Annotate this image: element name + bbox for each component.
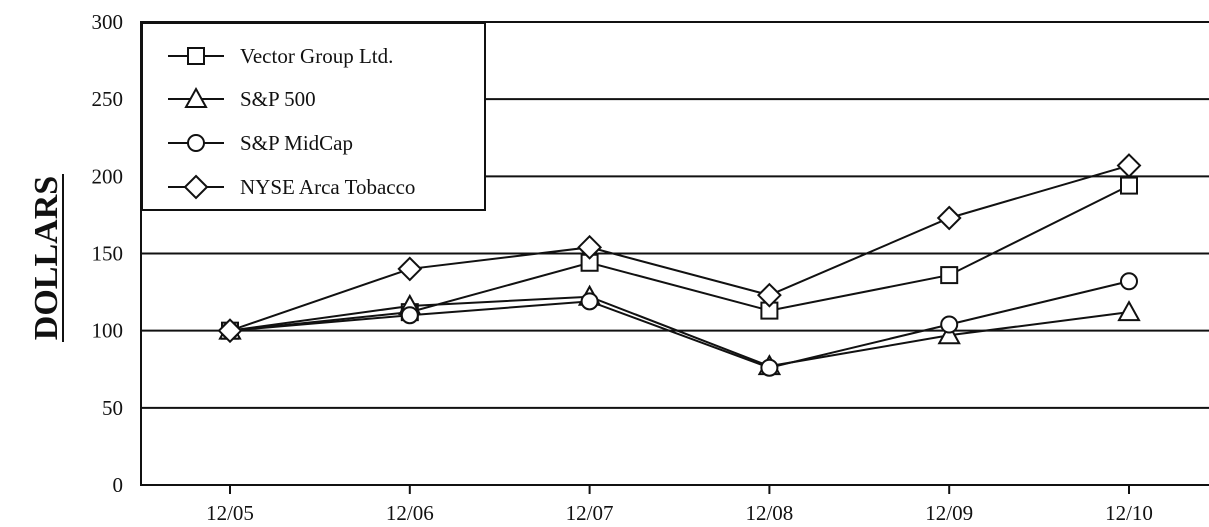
data-point-3-3 [756, 282, 782, 308]
y-tick-label-150: 150 [92, 242, 124, 266]
data-point-1-4 [937, 323, 961, 345]
legend-marker-3 [183, 174, 209, 200]
series-line-3 [229, 164, 1130, 332]
legend-marker-2 [187, 134, 205, 152]
x-tick-label-0: 12/05 [206, 501, 254, 525]
data-point-3-4 [936, 205, 962, 231]
data-point-3-2 [577, 234, 603, 260]
legend-label-2: S&P MidCap [240, 131, 353, 155]
y-axis-title: DOLLARS [28, 176, 65, 340]
data-point-0-5 [1120, 176, 1138, 195]
legend: Vector Group Ltd. S&P 500 S&P MidCap NYSE A… [141, 22, 486, 211]
x-tick-label-4: 12/09 [925, 501, 973, 525]
series-2 [221, 272, 1138, 377]
data-point-3-0 [217, 318, 243, 344]
series-group [217, 153, 1142, 377]
legend-entry-2: S&P MidCap [168, 131, 353, 155]
data-point-2-5 [1120, 272, 1138, 291]
y-axis-ticks: 0 50 100 150 200 250 300 [92, 10, 124, 497]
y-tick-label-200: 200 [92, 164, 124, 188]
x-tick-label-2: 12/07 [566, 501, 614, 525]
data-point-2-3 [760, 358, 779, 377]
legend-entry-3: NYSE Arca Tobacco [168, 174, 415, 200]
y-tick-label-250: 250 [92, 87, 124, 111]
data-point-2-2 [580, 292, 599, 311]
y-tick-label-0: 0 [113, 473, 124, 497]
series-line-1 [229, 295, 1130, 368]
legend-label-3: NYSE Arca Tobacco [240, 175, 415, 199]
data-point-2-4 [940, 315, 959, 334]
legend-entry-1: S&P 500 [168, 86, 316, 111]
y-tick-label-50: 50 [102, 396, 123, 420]
x-axis-ticks: 12/05 12/06 12/07 12/08 12/09 12/10 [206, 485, 1153, 525]
data-point-3-1 [397, 256, 423, 282]
data-point-0-4 [940, 266, 959, 285]
legend-marker-1 [184, 86, 208, 108]
series-line-2 [229, 280, 1130, 369]
data-point-2-1 [400, 306, 419, 325]
legend-label-1: S&P 500 [240, 87, 316, 111]
y-tick-label-300: 300 [92, 10, 124, 34]
series-line-0 [229, 184, 1130, 332]
data-point-1-5 [1117, 300, 1141, 322]
legend-marker-0 [187, 47, 205, 65]
data-point-3-5 [1116, 153, 1142, 178]
x-tick-label-1: 12/06 [386, 501, 434, 525]
y-tick-label-100: 100 [92, 319, 124, 343]
x-tick-label-5: 12/10 [1105, 501, 1153, 525]
x-tick-label-3: 12/08 [745, 501, 793, 525]
legend-label-0: Vector Group Ltd. [240, 44, 393, 68]
y-axis-title-group: DOLLARS [28, 174, 65, 342]
series-3 [217, 153, 1142, 344]
legend-entry-0: Vector Group Ltd. [168, 44, 393, 68]
